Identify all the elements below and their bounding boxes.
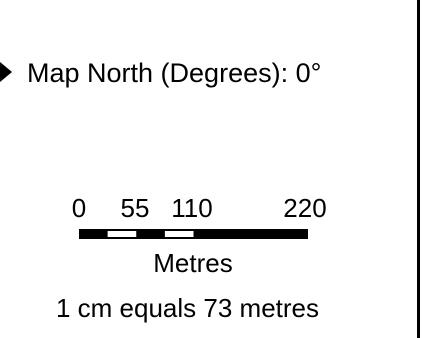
scale-tick-label: 0 (71, 193, 87, 223)
scale-bar-segment (107, 231, 137, 237)
scale-units-label: Metres (153, 248, 233, 278)
scale-tick-label: 55 (120, 193, 150, 223)
scale-tick-label: 110 (171, 193, 213, 223)
north-arrow-icon (0, 62, 12, 82)
map-frame-border (417, 0, 420, 338)
scale-tick-label: 220 (283, 193, 327, 223)
scale-bar-segment (164, 231, 194, 237)
scale-bar (79, 229, 308, 239)
scale-ratio-label: 1 cm equals 73 metres (55, 293, 319, 323)
map-north-label: Map North (Degrees): 0° (27, 58, 322, 88)
